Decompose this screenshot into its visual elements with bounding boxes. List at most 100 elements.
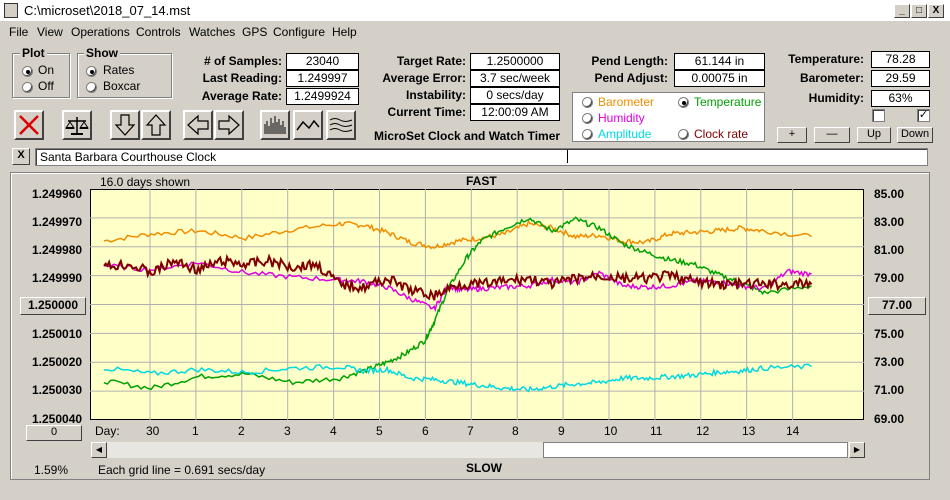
right-arrow-icon xyxy=(218,114,240,136)
minimize-button[interactable]: _ xyxy=(894,4,910,18)
right-tick-1: 85.00 xyxy=(874,187,905,201)
scroll-thumb[interactable] xyxy=(543,442,848,458)
show-boxcar-radio[interactable] xyxy=(86,82,97,93)
menu-gps[interactable]: GPS xyxy=(242,25,268,39)
option-checkbox-2[interactable]: ✓ xyxy=(917,109,930,122)
horizontal-scrollbar[interactable]: ◀ ▶ xyxy=(91,442,865,458)
avg-error-field: 3.7 sec/week xyxy=(470,70,560,87)
day-tick-1: 1 xyxy=(192,424,199,438)
day-tick-5: 5 xyxy=(376,424,383,438)
plot-off-label: Off xyxy=(38,79,54,93)
show-rates-radio[interactable] xyxy=(86,66,97,77)
scale-up-button[interactable]: Up xyxy=(857,127,891,143)
right-tick-6: 75.00 xyxy=(874,327,905,341)
offset-zero-button[interactable]: 0 xyxy=(26,425,82,441)
right-center-button[interactable]: 77.00 xyxy=(868,297,926,315)
app-name-label: MicroSet Clock and Watch Timer xyxy=(374,129,561,143)
menu-configure[interactable]: Configure xyxy=(273,25,326,39)
grid-note-label: Each grid line = 0.691 secs/day xyxy=(98,463,266,477)
avg-error-label: Average Error: xyxy=(382,71,466,85)
barometer-field: 29.59 xyxy=(871,70,930,87)
left-arrow-icon xyxy=(187,114,209,136)
menu-file[interactable]: File xyxy=(9,25,29,39)
left-arrow-button[interactable] xyxy=(183,110,213,140)
menu-view[interactable]: View xyxy=(37,25,63,39)
scale-plus-button[interactable]: + xyxy=(777,127,807,143)
up-arrow-icon xyxy=(145,114,167,136)
menu-watches[interactable]: Watches xyxy=(189,25,236,39)
instability-label: Instability: xyxy=(405,88,466,102)
percent-label: 1.59% xyxy=(34,463,69,477)
maximize-button[interactable]: □ xyxy=(911,4,927,18)
close-clock-button[interactable]: X xyxy=(12,148,30,165)
clock-name-field[interactable]: Santa Barbara Courthouse Clock xyxy=(35,148,928,166)
app-icon xyxy=(4,3,18,18)
pend-adjust-field[interactable]: 0.00075 in xyxy=(674,70,765,87)
show-group-title: Show xyxy=(84,46,120,60)
series-line-humidity xyxy=(103,261,812,313)
last-reading-label: Last Reading: xyxy=(202,71,282,85)
overlay-temperature-radio[interactable] xyxy=(678,97,689,108)
plot-area xyxy=(90,189,864,420)
wave-icon xyxy=(329,118,353,132)
overlay-clock-rate-radio[interactable] xyxy=(678,129,689,140)
option-checkbox-1[interactable] xyxy=(872,109,885,122)
day-tick-2: 2 xyxy=(238,424,245,438)
left-tick-6: 1.250010 xyxy=(32,327,83,341)
plot-off-radio[interactable] xyxy=(22,82,33,93)
day-tick-12: 12 xyxy=(696,424,710,438)
scale-down-button[interactable]: Down xyxy=(897,127,933,143)
down-arrow-button[interactable] xyxy=(110,110,140,140)
last-reading-field: 1.249997 xyxy=(286,70,359,87)
barometer-label: Barometer: xyxy=(799,71,864,85)
series-line-barometer xyxy=(103,219,812,250)
target-rate-label: Target Rate: xyxy=(396,54,466,68)
close-button[interactable]: X xyxy=(928,4,944,18)
samples-field: 23040 xyxy=(286,53,359,70)
day-label: Day: xyxy=(95,424,120,438)
title-bar: C:\microset\2018_07_14.mst _ □ X xyxy=(0,0,950,22)
chart-panel xyxy=(10,172,930,480)
day-tick-10: 10 xyxy=(604,424,618,438)
left-center-button[interactable]: 1.250000 xyxy=(20,297,86,315)
plot-on-radio[interactable] xyxy=(22,66,33,77)
temperature-field: 78.28 xyxy=(871,51,930,68)
slow-label: SLOW xyxy=(466,461,502,475)
text-cursor xyxy=(567,150,568,163)
balance-button[interactable] xyxy=(62,110,92,140)
day-tick-9: 9 xyxy=(558,424,565,438)
stop-button[interactable] xyxy=(14,110,44,140)
target-rate-field[interactable]: 1.2500000 xyxy=(470,53,560,70)
scale-minus-button[interactable]: — xyxy=(814,127,850,143)
samples-label: # of Samples: xyxy=(203,54,282,68)
overlay-barometer-radio[interactable] xyxy=(582,97,593,108)
balance-icon xyxy=(65,117,89,135)
histogram-icon xyxy=(264,116,286,134)
humidity-label: Humidity: xyxy=(808,91,864,105)
chart-svg xyxy=(90,189,864,420)
menu-operations[interactable]: Operations xyxy=(71,25,130,39)
left-tick-8: 1.250030 xyxy=(32,383,83,397)
right-tick-2: 83.00 xyxy=(874,215,905,229)
overlay-humidity-label: Humidity xyxy=(598,111,645,125)
line-graph-button[interactable] xyxy=(293,110,323,140)
histogram-button[interactable] xyxy=(260,110,290,140)
scroll-right-icon[interactable]: ▶ xyxy=(849,442,865,458)
smooth-graph-button[interactable] xyxy=(326,110,356,140)
left-tick-1: 1.249960 xyxy=(32,187,83,201)
show-boxcar-label: Boxcar xyxy=(103,79,141,93)
series-line-temperature xyxy=(103,216,812,391)
overlay-humidity-radio[interactable] xyxy=(582,113,593,124)
menu-help[interactable]: Help xyxy=(332,25,357,39)
overlay-amplitude-label: Amplitude xyxy=(598,127,652,141)
right-arrow-button[interactable] xyxy=(214,110,244,140)
overlay-amplitude-radio[interactable] xyxy=(582,129,593,140)
left-tick-4: 1.249990 xyxy=(32,271,83,285)
pend-length-label: Pend Length: xyxy=(591,54,668,68)
menu-controls[interactable]: Controls xyxy=(136,25,181,39)
up-arrow-button[interactable] xyxy=(141,110,171,140)
scroll-left-icon[interactable]: ◀ xyxy=(91,442,107,458)
day-tick-30: 30 xyxy=(146,424,160,438)
right-tick-3: 81.00 xyxy=(874,243,905,257)
current-time-field: 12:00:09 AM xyxy=(470,104,560,121)
